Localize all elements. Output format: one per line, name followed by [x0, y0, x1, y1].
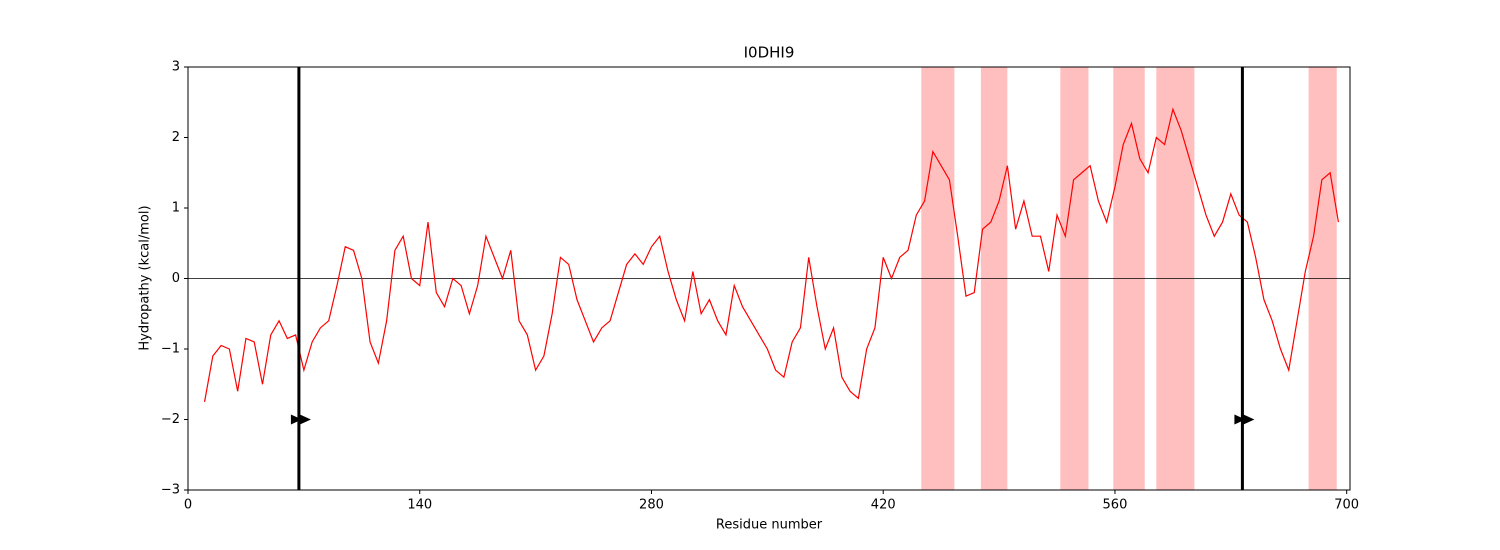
y-tick-label: 1 — [172, 201, 180, 216]
y-tick-label: 3 — [172, 60, 180, 75]
x-tick-label: 0 — [184, 498, 192, 513]
y-tick-label: −2 — [161, 412, 180, 427]
y-tick-label: 0 — [172, 271, 180, 286]
hydropathy-line — [203, 107, 1340, 402]
y-tick-label: 2 — [172, 130, 180, 145]
x-tick-label: 700 — [1334, 498, 1359, 513]
y-axis-label: Hydropathy (kcal/mol) — [138, 205, 153, 350]
x-tick-label: 140 — [407, 498, 432, 513]
x-tick-label: 280 — [639, 498, 664, 513]
x-tick-label: 560 — [1103, 498, 1128, 513]
chart-title: I0DHI9 — [744, 44, 795, 62]
x-tick-label: 420 — [871, 498, 896, 513]
y-tick-label: −1 — [161, 342, 180, 357]
arrow-marker — [290, 414, 311, 425]
arrow-marker — [1234, 414, 1255, 425]
y-tick-label: −3 — [161, 483, 180, 498]
x-axis-label: Residue number — [716, 518, 823, 533]
